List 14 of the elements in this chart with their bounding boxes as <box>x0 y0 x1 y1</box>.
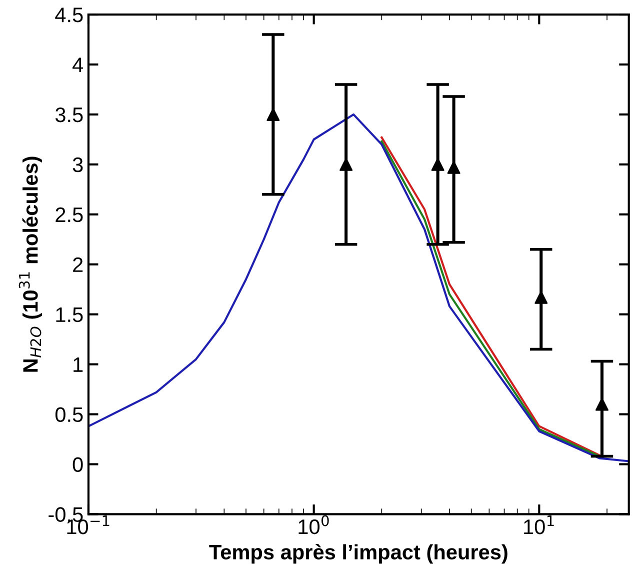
y-tick-label: 2.5 <box>56 207 83 222</box>
y-tick-label: 1.5 <box>56 308 83 322</box>
x-tick-label: 10$^{0}$ <box>298 515 329 534</box>
y-tick-label: 3.5 <box>55 107 83 122</box>
x-tick-label: 10$^{1}$ <box>524 515 554 534</box>
y-axis-title: N$_{H2O}$ (10$^{31}$ molécules) <box>18 156 42 372</box>
y-tick-label: 3 <box>72 157 83 172</box>
y-tick-label: 0 <box>72 457 83 472</box>
y-tick-label: 0.5 <box>55 407 83 422</box>
x-axis-title: Temps après l’impact (heures) <box>209 544 508 564</box>
y-tick-label: 2 <box>73 257 83 272</box>
y-tick-label: 1 <box>74 358 83 372</box>
y-tick-label: 4.5 <box>55 8 83 22</box>
y-tick-label: 4 <box>72 58 84 72</box>
